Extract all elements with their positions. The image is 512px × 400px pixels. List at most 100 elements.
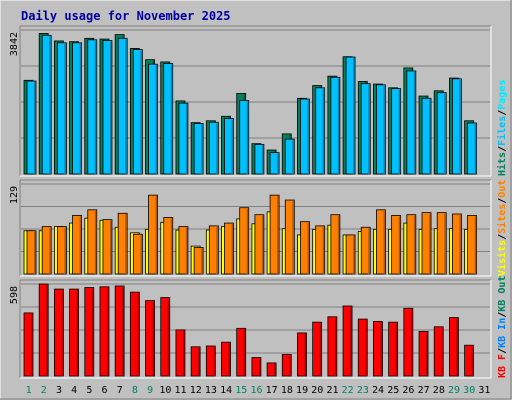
- bar-kbin-day-25: [388, 321, 399, 377]
- bar-files-day-14: [224, 118, 234, 175]
- panel-kbytes-ytick-label: 598: [9, 286, 20, 304]
- bar-files-day-1: [26, 80, 37, 175]
- bar-files-day-8: [132, 49, 143, 175]
- bar-sites-day-11: [178, 226, 189, 275]
- bar-kbin-day-5: [84, 287, 95, 377]
- bar-files-shade-day-29: [459, 79, 461, 174]
- legend-out: Out: [497, 180, 508, 198]
- bar-files-shade-day-2: [49, 36, 51, 174]
- bar-files-day-23: [360, 83, 371, 175]
- bar-sites-shade-day-12: [201, 248, 203, 274]
- bar-files-shade-day-14: [231, 119, 234, 174]
- bar-sites-day-24: [376, 209, 386, 275]
- bar-kbin-shade-day-21: [334, 317, 337, 376]
- x-tick-day-3: 3: [56, 385, 62, 396]
- bar-sites-day-12: [193, 247, 204, 275]
- bar-kbin-day-6: [99, 286, 110, 377]
- x-tick-day-11: 11: [175, 385, 187, 396]
- bar-files-shade-day-13: [216, 123, 218, 174]
- bar-sites-shade-day-6: [109, 220, 112, 274]
- bar-files-day-20: [315, 87, 326, 175]
- bar-kbin-day-15: [236, 327, 247, 377]
- bar-kbin-day-1: [23, 312, 34, 377]
- legend-kb-out: KB Out: [497, 276, 508, 312]
- bar-files-day-18: [284, 138, 295, 175]
- x-tick-day-20: 20: [311, 385, 323, 396]
- bar-sites-day-26: [406, 214, 417, 275]
- legend-sites: Sites: [496, 204, 508, 234]
- bar-files-day-4: [72, 42, 82, 175]
- x-tick-day-30: 30: [463, 385, 475, 396]
- legend-separator: /: [497, 348, 508, 354]
- bar-sites-shade-day-7: [125, 214, 127, 274]
- bar-sites-day-18: [284, 199, 295, 275]
- x-tick-day-25: 25: [387, 385, 399, 396]
- x-tick-day-27: 27: [418, 385, 430, 396]
- bar-files-day-30: [467, 122, 478, 175]
- bar-kbin-day-18: [281, 354, 292, 377]
- bar-kbin-day-17: [266, 362, 277, 377]
- bar-files-shade-day-21: [337, 78, 340, 174]
- bar-sites-shade-day-19: [307, 222, 309, 274]
- x-tick-day-26: 26: [402, 385, 414, 396]
- bar-files-shade-day-18: [292, 140, 294, 174]
- x-tick-day-22: 22: [342, 385, 354, 396]
- bar-sites-day-2: [41, 226, 52, 275]
- bar-files-day-7: [117, 37, 128, 175]
- bar-files-shade-day-16: [261, 145, 264, 174]
- bar-files-shade-day-22: [353, 58, 355, 174]
- bar-kbin-shade-day-18: [289, 355, 291, 376]
- bar-sites-day-19: [300, 221, 310, 275]
- bar-files-shade-day-23: [368, 84, 370, 174]
- bar-sites-shade-day-28: [444, 213, 446, 274]
- legend-visits: Visits: [496, 240, 508, 276]
- bar-sites-day-21: [330, 214, 341, 275]
- bar-kbin-day-22: [342, 305, 353, 377]
- bar-sites-day-7: [117, 212, 128, 275]
- bar-kbin-day-28: [433, 326, 444, 377]
- bar-files-shade-day-27: [429, 99, 431, 174]
- bar-files-day-5: [87, 39, 98, 175]
- x-axis-labels: 1 2 3 4 5 6 7 8 9 10 11 12 13 14 15 16 17 18 19 20 21 22 23 24 2…: [26, 385, 491, 396]
- bar-files-shade-day-28: [444, 93, 446, 174]
- bar-kbin-day-4: [69, 288, 79, 377]
- bar-files-day-3: [56, 42, 67, 175]
- bar-kbin-day-3: [53, 288, 64, 377]
- bar-sites-shade-day-23: [368, 228, 370, 274]
- bar-sites-day-15: [239, 207, 250, 275]
- x-tick-day-14: 14: [220, 385, 232, 396]
- bar-kbin-shade-day-15: [243, 329, 246, 376]
- x-tick-day-12: 12: [190, 385, 202, 396]
- bar-kbin-day-9: [145, 300, 155, 377]
- bar-kbin-shade-day-10: [167, 298, 170, 376]
- bar-files-day-13: [208, 121, 219, 175]
- bar-sites-shade-day-8: [140, 235, 142, 274]
- bar-files-day-10: [163, 63, 174, 175]
- bar-sites-day-17: [269, 194, 280, 275]
- bar-files-shade-day-11: [185, 104, 188, 174]
- bar-sites-shade-day-18: [292, 201, 294, 274]
- bar-kbin-shade-day-26: [410, 309, 413, 376]
- bar-kbin-shade-day-11: [182, 330, 185, 376]
- bar-kbin-shade-day-13: [213, 347, 215, 376]
- bar-kbin-shade-day-29: [456, 318, 458, 376]
- bar-kbin-shade-day-5: [91, 288, 94, 376]
- bar-kbin-shade-day-4: [76, 290, 79, 376]
- bar-files-day-26: [406, 70, 417, 175]
- legend-hits: Hits: [496, 152, 508, 176]
- bar-kbin-day-12: [190, 346, 201, 377]
- bar-sites-day-23: [360, 226, 371, 275]
- bar-files-shade-day-26: [413, 71, 416, 174]
- x-tick-day-15: 15: [235, 385, 247, 396]
- bar-files-shade-day-25: [398, 89, 401, 174]
- bar-sites-shade-day-25: [398, 216, 401, 274]
- bar-sites-shade-day-10: [170, 218, 173, 274]
- bar-kbin-shade-day-28: [441, 327, 443, 376]
- bar-kbin-day-26: [403, 307, 414, 377]
- bar-kbin-day-30: [464, 344, 475, 377]
- x-tick-day-17: 17: [266, 385, 278, 396]
- bar-files-day-21: [330, 76, 341, 175]
- bar-files-shade-day-17: [277, 153, 279, 174]
